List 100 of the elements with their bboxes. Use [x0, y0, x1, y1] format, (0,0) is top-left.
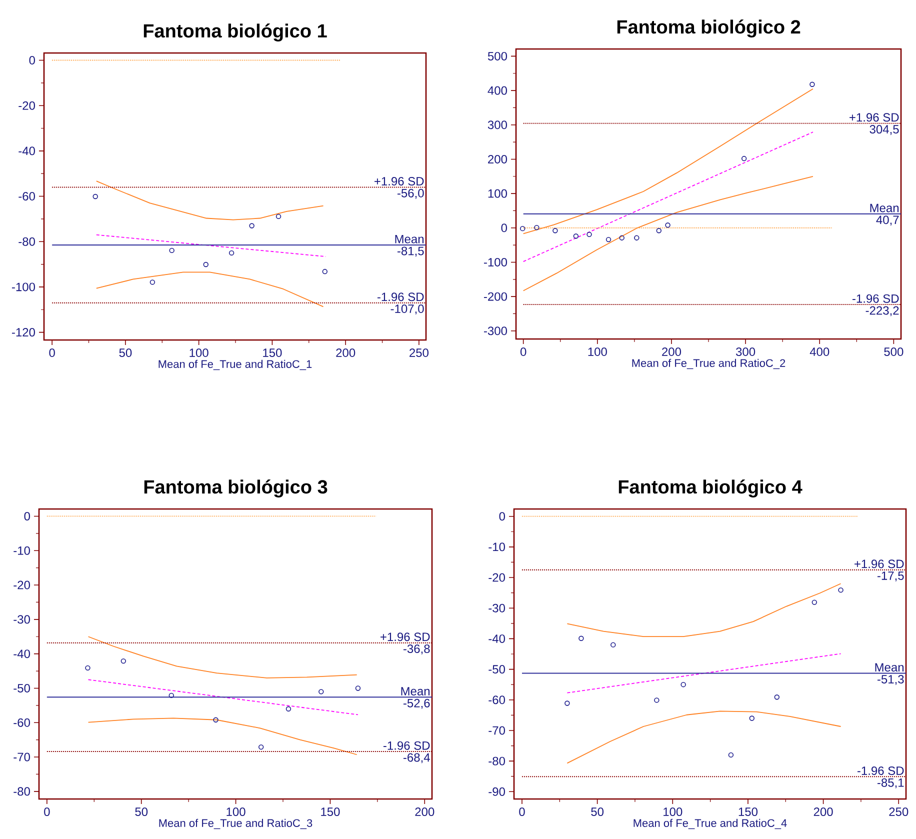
line-series	[522, 88, 814, 234]
point	[276, 214, 282, 220]
x-tick-label: 250	[889, 808, 908, 816]
y-tick-label: 200	[488, 154, 508, 164]
ref-line-label: -1.96 SD	[377, 292, 424, 302]
x-tick-label: 0	[49, 348, 55, 358]
point	[810, 82, 815, 87]
point	[318, 689, 324, 694]
x-tick-label: 0	[44, 808, 50, 816]
point	[619, 235, 624, 240]
chart-title: Fantoma biológico 3	[144, 480, 328, 498]
line-series	[522, 176, 814, 292]
x-tick-label: 200	[415, 808, 434, 816]
x-tick-label: 150	[321, 808, 340, 816]
point	[85, 665, 90, 671]
point	[665, 222, 670, 228]
point	[520, 226, 526, 232]
x-tick-label: 250	[410, 348, 428, 358]
y-tick-label: -300	[484, 326, 508, 336]
point	[286, 706, 292, 712]
line-series	[88, 636, 358, 678]
ref-line-label: +1.96 SD	[854, 560, 904, 568]
ref-line-label: -1.96 SD	[383, 741, 430, 750]
x-axis-title: Mean of Fe_True and RatioC_1	[158, 360, 312, 370]
point	[812, 600, 818, 605]
y-tick-label: -30	[14, 615, 30, 624]
point	[213, 717, 218, 722]
y-tick-label: 300	[488, 120, 508, 130]
annotation: -81,5	[397, 246, 424, 257]
y-tick-label: 400	[488, 86, 508, 95]
ref-line-label: +1.96 SD	[380, 632, 430, 642]
x-tick-label: 200	[814, 808, 833, 816]
x-tick-label: 400	[810, 348, 830, 356]
x-tick-label: 0	[519, 808, 525, 816]
ref-line-label: Mean	[875, 663, 904, 672]
annotation: -56,0	[397, 188, 424, 199]
y-tick-label: 500	[488, 52, 508, 60]
y-tick-label: -120	[12, 328, 35, 337]
annotation: -17,5	[877, 572, 904, 582]
y-tick-label: -20	[488, 573, 506, 582]
point	[355, 686, 361, 691]
y-tick-label: 0	[499, 512, 506, 521]
point	[228, 250, 234, 256]
point	[741, 156, 747, 162]
y-tick-label: -100	[12, 282, 35, 292]
y-tick-label: -70	[488, 726, 506, 735]
y-tick-label: -80	[14, 787, 30, 796]
y-tick-label: -20	[14, 580, 30, 590]
y-tick-label: -80	[488, 756, 506, 766]
line-series	[96, 272, 324, 308]
y-tick-label: -50	[488, 665, 506, 674]
point	[258, 744, 264, 750]
point	[249, 223, 254, 228]
chart-title: Fantoma biológico 4	[618, 480, 802, 498]
y-tick-label: -20	[18, 101, 36, 110]
x-tick-label: 100	[190, 348, 208, 358]
x-tick-label: 150	[263, 348, 282, 358]
y-tick-label: -80	[18, 237, 36, 246]
y-tick-label: -10	[14, 546, 30, 555]
point	[586, 232, 592, 238]
y-tick-label: -10	[488, 542, 506, 552]
annotation: -52,6	[403, 698, 430, 709]
point	[150, 280, 156, 285]
annotation: 40,7	[876, 216, 899, 226]
annotation: -68,4	[403, 753, 430, 764]
chart-title: Fantoma biológico 2	[617, 20, 800, 38]
point	[610, 642, 616, 648]
y-tick-label: -30	[488, 604, 506, 612]
point	[749, 716, 754, 721]
annotation: -51,3	[877, 674, 904, 685]
x-tick-label: 50	[119, 348, 132, 358]
y-tick-label: -70	[14, 752, 30, 762]
x-tick-label: 50	[135, 808, 148, 816]
line-series	[96, 180, 324, 220]
y-tick-label: -40	[18, 146, 36, 156]
ref-line-label: Mean	[395, 234, 424, 244]
x-tick-label: 200	[336, 348, 356, 358]
y-tick-label: -200	[484, 292, 508, 301]
ref-line-label: -1.96 SD	[852, 294, 899, 303]
ref-line-label: +1.96 SD	[850, 113, 899, 122]
line-series	[566, 710, 842, 764]
point	[728, 752, 734, 758]
annotation: -36,8	[403, 644, 430, 654]
line-series	[566, 583, 842, 638]
ref-line-label: -1.96 SD	[857, 766, 904, 775]
y-tick-label: -60	[488, 696, 506, 704]
x-tick-label: 100	[664, 808, 682, 816]
annotation: -85,1	[877, 778, 904, 788]
point	[578, 636, 584, 641]
x-tick-label: 50	[591, 808, 604, 816]
x-tick-label: 100	[226, 808, 246, 816]
x-axis-title: Mean of Fe_True and RatioC_2	[632, 358, 786, 370]
y-tick-label: -60	[18, 192, 36, 201]
x-tick-label: 500	[884, 348, 904, 356]
y-tick-label: -90	[488, 787, 506, 796]
point	[606, 236, 612, 242]
x-tick-label: 100	[588, 348, 607, 356]
x-tick-label: 200	[662, 348, 682, 356]
point	[656, 228, 662, 234]
point	[573, 234, 579, 239]
